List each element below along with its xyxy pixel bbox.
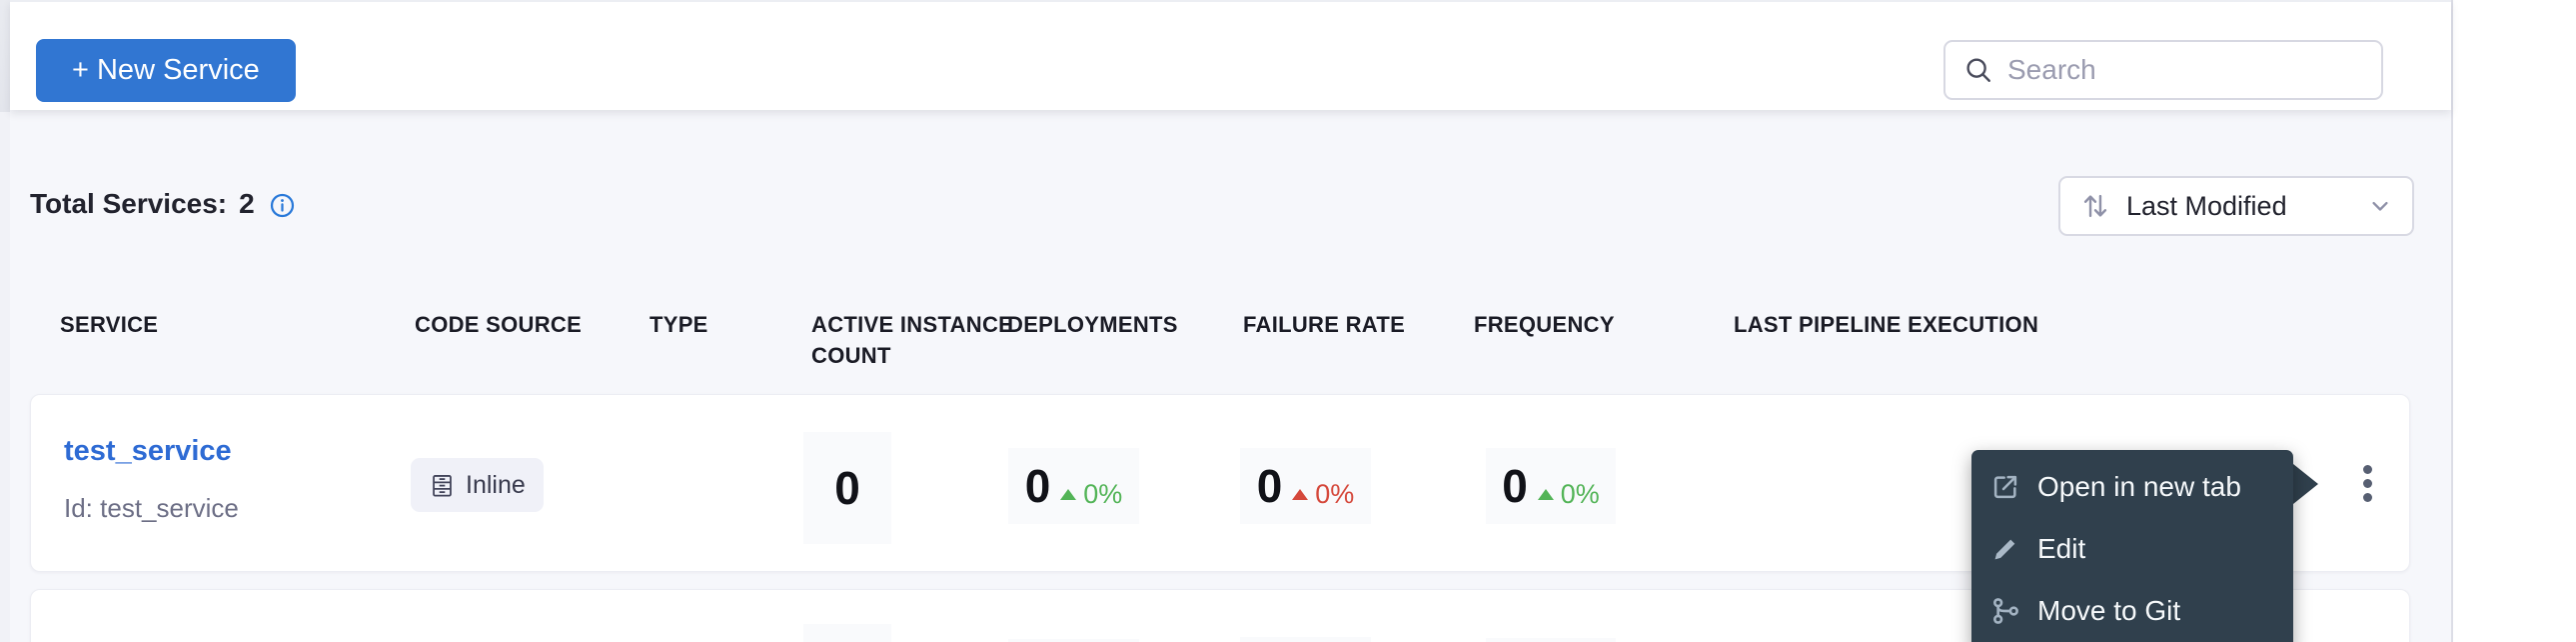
search-box [1943,40,2383,100]
code-source-badge-label: Inline [466,470,526,499]
frequency-delta: 0% [1560,478,1600,509]
menu-item-label: Edit [2037,533,2086,564]
service-id-label: Id: test_service [64,493,239,523]
deployments-delta: 0% [1083,478,1123,509]
menu-item-edit[interactable]: Edit [1971,518,2293,580]
trend-up-icon [1537,488,1554,500]
column-header-last-pipeline-execution: LAST PIPELINE EXECUTION [1734,312,2039,337]
page-left-gutter-lower [0,112,10,642]
frequency-tile [1486,638,1616,642]
column-header-frequency: FREQUENCY [1474,312,1615,337]
deployments-tile [1008,639,1139,642]
trend-up-icon [1292,488,1309,500]
column-header-failure-rate: FAILURE RATE [1243,312,1406,337]
page-left-gutter [0,0,10,112]
edit-pencil-icon [1989,533,2021,565]
total-services-label: Total Services: [30,188,228,219]
info-icon[interactable] [269,192,296,219]
new-service-button[interactable]: + New Service [36,39,296,102]
sort-dropdown[interactable]: Last Modified [2058,176,2414,236]
search-icon [1963,55,1993,85]
chevron-down-icon [2366,192,2394,220]
active-instance-count-tile [803,624,891,642]
inline-cabinet-icon [429,472,456,499]
external-link-icon [1989,471,2021,503]
sort-selected-value: Last Modified [2126,190,2287,221]
search-input[interactable] [2007,54,2368,86]
column-header-active-instance-count: ACTIVE INSTANCE COUNT [811,312,1014,368]
active-instance-count-value: 0 [834,462,860,514]
column-header-service: SERVICE [60,312,159,337]
toolbar: + New Service [10,0,2451,110]
menu-item-label: Open in new tab [2037,471,2241,502]
sort-arrows-icon [2078,189,2112,223]
deployments-value: 0 [1024,460,1051,512]
failure-rate-tile: 0 0% [1240,448,1371,524]
menu-item-label: Move to Git [2037,595,2181,626]
row-context-menu: Open in new tab Edit Move to Git [1971,450,2293,642]
menu-item-open-in-new-tab[interactable]: Open in new tab [1971,456,2293,518]
failure-rate-value: 0 [1256,460,1283,512]
frequency-value: 0 [1502,460,1528,512]
trend-up-icon [1060,488,1077,500]
failure-rate-delta: 0% [1315,478,1355,509]
total-services: Total Services: 2 [30,188,296,220]
service-name-link[interactable]: test_service [64,435,232,467]
code-source-badge: Inline [411,458,544,512]
total-services-count: 2 [239,188,255,219]
column-header-code-source: CODE SOURCE [415,312,583,337]
failure-rate-tile [1240,637,1371,642]
column-header-deployments: DEPLOYMENTS [1007,312,1178,337]
panel-right-border [2451,0,2453,642]
row-options-kebab-button[interactable] [2339,451,2395,515]
frequency-tile: 0 0% [1486,448,1616,524]
deployments-tile: 0 0% [1008,448,1139,524]
active-instance-count-tile: 0 [803,432,891,544]
context-menu-arrow [2288,460,2318,508]
column-header-type: TYPE [649,312,708,337]
menu-item-move-to-git[interactable]: Move to Git [1971,580,2293,642]
git-fork-icon [1989,595,2021,627]
